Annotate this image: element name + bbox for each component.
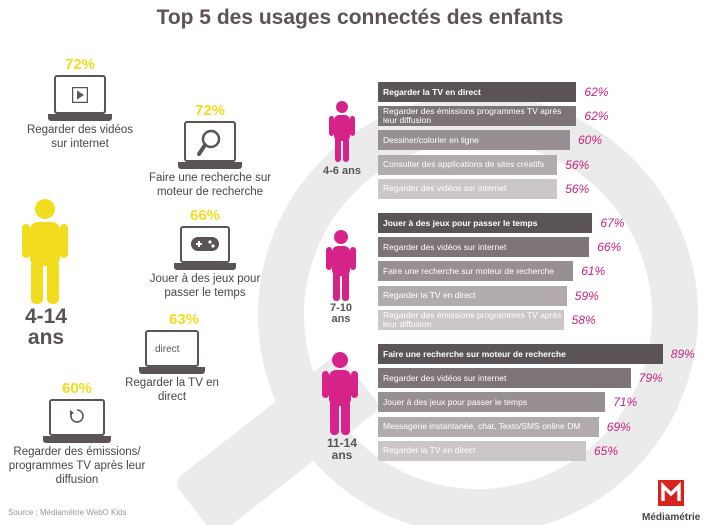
child-figure-yellow-icon [22, 199, 68, 304]
bar-label: Jouer à des jeux pour passer le temps [383, 396, 528, 407]
bar: Jouer à des jeux pour passer le temps [378, 392, 606, 413]
bar-label: Regarder des vidéos sur internet [383, 372, 507, 383]
bar-label: Dessiner/colorier en ligne [383, 134, 479, 145]
magnifier-icon [197, 129, 221, 156]
usage-pct: 66% [189, 207, 221, 224]
usage-pct: 72% [64, 56, 96, 73]
bar-label: Regarder des vidéos sur internet [383, 241, 507, 252]
usage-label: Faire une recherche sur moteur de recher… [148, 172, 272, 198]
play-icon [72, 87, 88, 103]
bar-value-label: 89% [670, 347, 695, 361]
usage-label: Jouer à des jeux pour passer le temps [149, 273, 261, 299]
bar-label: Regarder la TV en direct [383, 86, 481, 97]
brand-name: Médiamétrie [642, 512, 701, 523]
bar: Regarder des vidéos sur internet [378, 368, 631, 389]
bar-label: Faire une recherche sur moteur de recher… [383, 348, 566, 359]
usage-item-games: 66% Jouer à des jeux pour passer le temp… [145, 207, 265, 301]
usage-label: Regarder la TV en direct [125, 377, 219, 403]
bar: Regarder des vidéos sur internet [378, 178, 558, 199]
source-note: Source : Médiamétrie WebO Kids [8, 508, 127, 517]
usage-item-search: 72% Faire une recherche sur moteur de re… [140, 102, 280, 200]
overall-age-label: 4-14 ans [24, 305, 68, 349]
bar-value-label: 56% [565, 181, 590, 196]
usage-label: Regarder des vidéos sur internet [26, 124, 134, 150]
brand-logo: Médiamétrie [642, 480, 700, 523]
bar-label: Regarder la TV en direct [383, 290, 476, 301]
usage-label: Regarder des émissions/ programmes TV ap… [8, 446, 146, 486]
page-title: Top 5 des usages connectés des enfants [156, 6, 564, 29]
bar: Regarder des vidéos sur internet [378, 237, 590, 258]
bar-value-label: 61% [581, 264, 606, 279]
group-label-7-10: 7-10 ans [329, 302, 353, 325]
usage-pct: 72% [194, 102, 226, 119]
bar-value-label: 58% [571, 312, 596, 327]
tv-direct-icon: direct [155, 344, 180, 355]
bar-value-label: 71% [613, 395, 638, 410]
bar: Consulter des applications de sites créa… [378, 154, 558, 175]
group-label-11-14: 11-14 ans [326, 436, 358, 462]
child-figure-magenta-icon [322, 352, 358, 435]
child-figure-magenta-icon [329, 101, 355, 162]
replay-icon [70, 409, 84, 423]
bar: Jouer à des jeux pour passer le temps [378, 213, 593, 233]
bar: Regarder des émissions programmes TV apr… [378, 309, 564, 330]
bar-label: Consulter des applications de sites créa… [383, 159, 545, 170]
bar: Messagerie instantanée, chat, Texto/SMS … [378, 416, 599, 437]
usage-pct: 60% [61, 380, 93, 397]
usage-pct: 63% [168, 311, 200, 328]
bar-label: Regarder des vidéos sur internet [383, 183, 507, 194]
usage-item-videos: 72% Regarder des vidéos sur internet [20, 56, 140, 152]
bar: Regarder la TV en direct [378, 440, 586, 461]
bar: Faire une recherche sur moteur de recher… [378, 344, 663, 364]
bar: Faire une recherche sur moteur de recher… [378, 261, 574, 282]
bar-value-label: 59% [574, 288, 599, 303]
group-label-4-6: 4-6 ans [323, 165, 361, 177]
bar: Regarder la TV en direct [378, 285, 567, 306]
bar-value-label: 60% [578, 133, 603, 148]
bar-value-label: 62% [584, 85, 609, 99]
usage-item-tv-direct: 63% direct Regarder la TV en direct [110, 311, 234, 405]
bar-value-label: 62% [584, 109, 609, 124]
child-figure-magenta-icon [326, 230, 356, 301]
bar-value-label: 66% [597, 240, 622, 255]
bar-label: Regarder des émissions programmes TV apr… [383, 106, 562, 126]
bar: Regarder des émissions programmes TV apr… [378, 106, 577, 127]
bar-value-label: 67% [600, 216, 625, 230]
bar-value-label: 79% [638, 371, 663, 386]
bar-label: Messagerie instantanée, chat, Texto/SMS … [383, 421, 581, 432]
usage-item-replay: 60% Regarder des émissions/ programmes T… [4, 380, 150, 487]
bar-label: Regarder la TV en direct [383, 445, 476, 456]
bar-label: Faire une recherche sur moteur de recher… [383, 265, 555, 276]
bar-label: Regarder des émissions programmes TV apr… [383, 309, 562, 329]
bar-label: Jouer à des jeux pour passer le temps [383, 217, 538, 228]
bar: Regarder la TV en direct [378, 82, 577, 102]
gamepad-icon [191, 237, 219, 251]
bar-value-label: 65% [594, 443, 619, 458]
brand-m-icon [658, 480, 685, 506]
bar-value-label: 69% [606, 419, 631, 434]
bar-value-label: 56% [565, 157, 590, 172]
bar: Dessiner/colorier en ligne [378, 130, 570, 151]
